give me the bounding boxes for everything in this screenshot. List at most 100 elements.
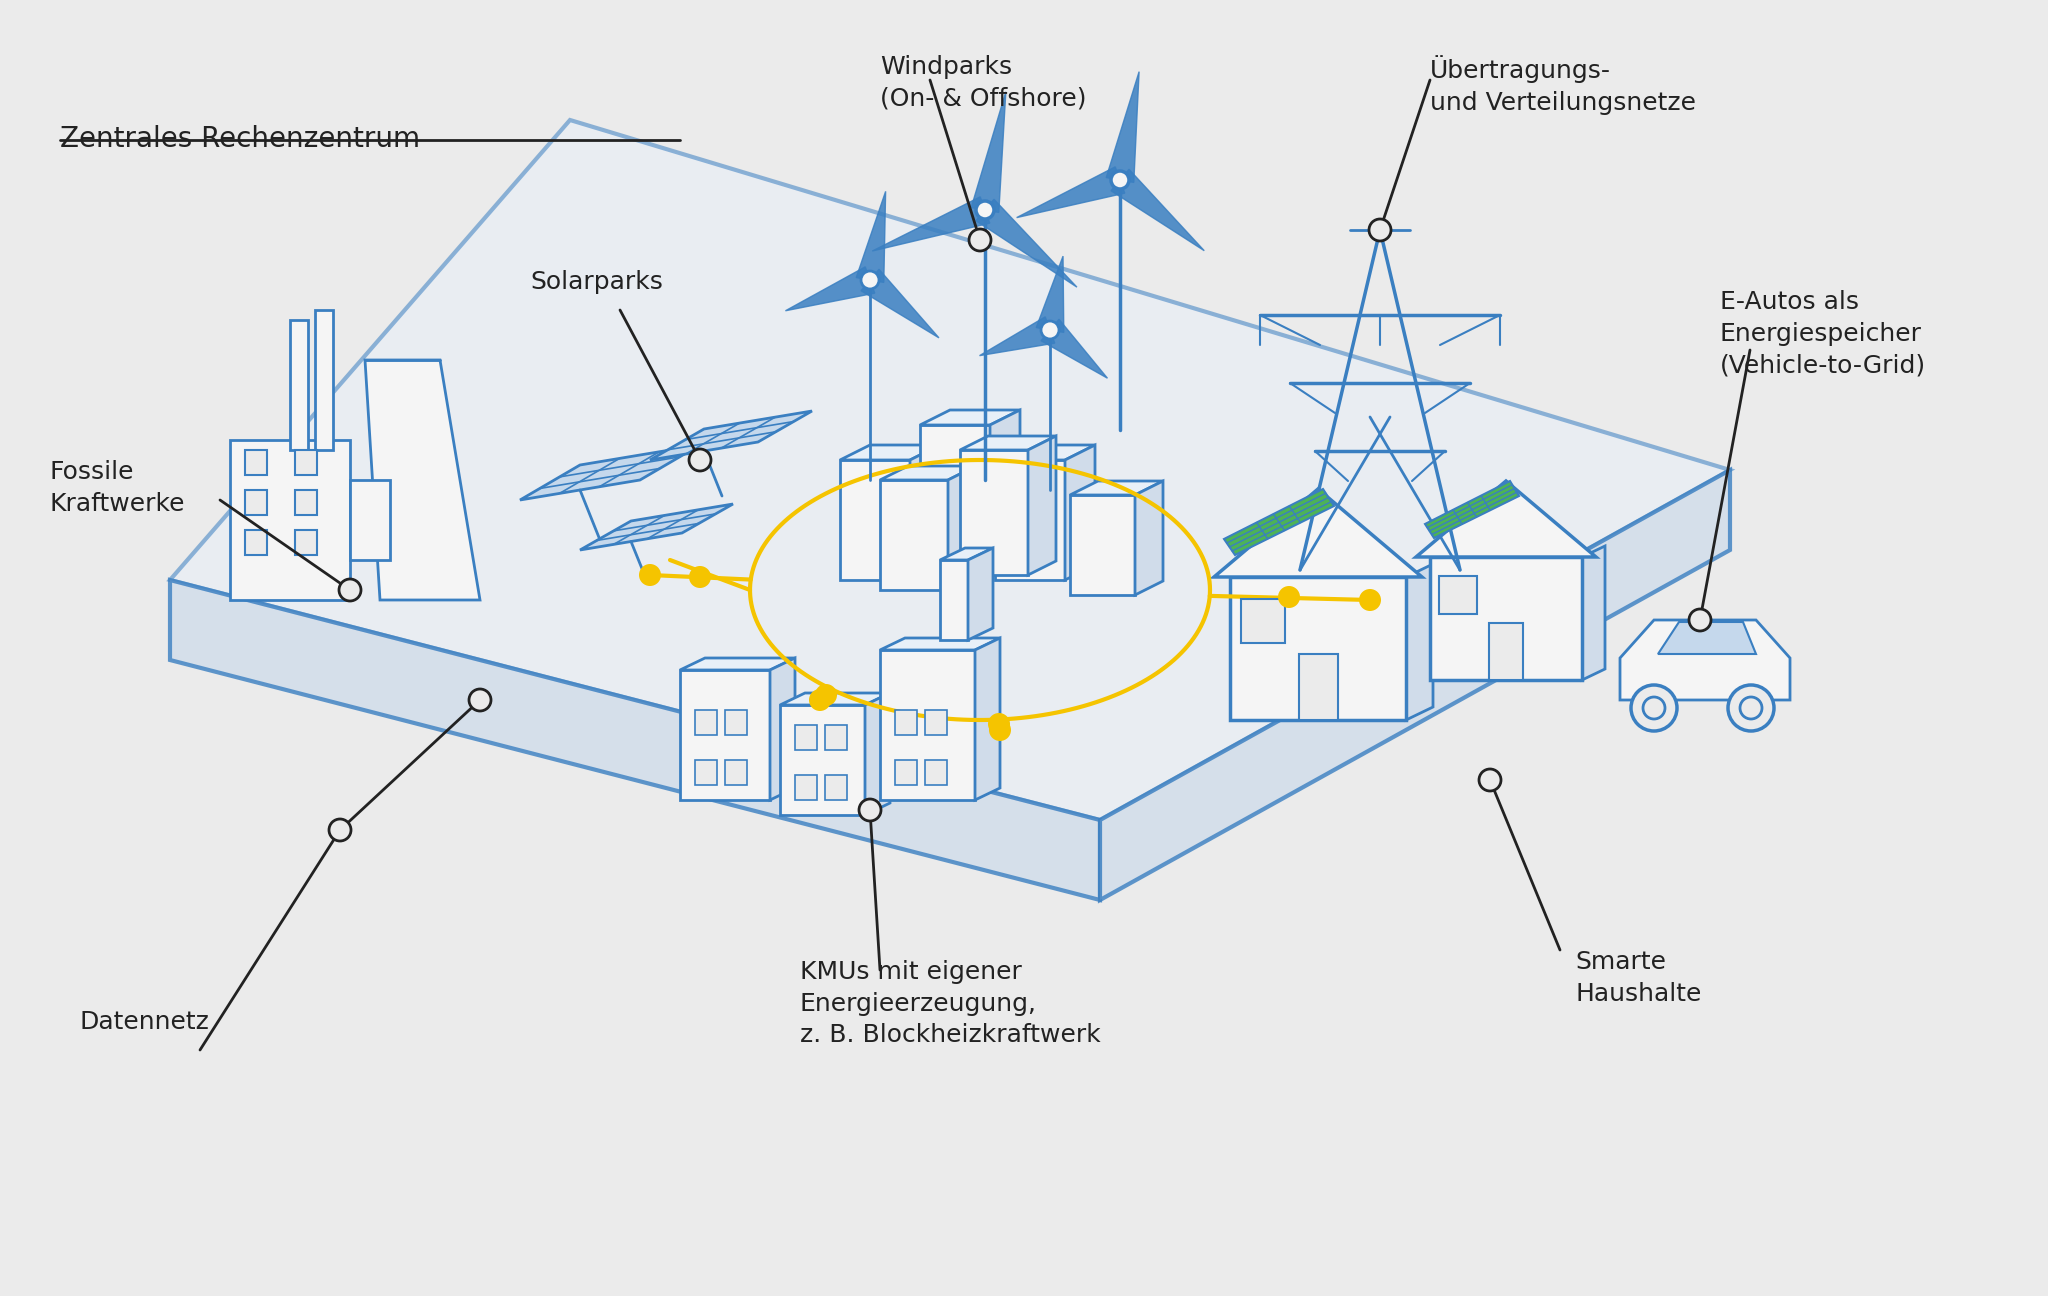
- Polygon shape: [961, 450, 1028, 575]
- Polygon shape: [680, 658, 795, 670]
- FancyBboxPatch shape: [795, 775, 817, 800]
- Circle shape: [340, 579, 360, 601]
- Circle shape: [1040, 321, 1059, 340]
- Polygon shape: [977, 200, 1077, 288]
- Circle shape: [330, 819, 350, 841]
- Circle shape: [809, 689, 831, 712]
- FancyBboxPatch shape: [246, 450, 266, 476]
- Polygon shape: [170, 581, 1100, 899]
- FancyBboxPatch shape: [291, 320, 307, 450]
- Polygon shape: [1028, 435, 1057, 575]
- Circle shape: [1630, 686, 1677, 731]
- FancyBboxPatch shape: [295, 490, 317, 515]
- Text: Smarte
Haushalte: Smarte Haushalte: [1575, 950, 1702, 1006]
- FancyBboxPatch shape: [229, 441, 350, 600]
- Text: E-Autos als
Energiespeicher
(Vehicle-to-Grid): E-Autos als Energiespeicher (Vehicle-to-…: [1720, 290, 1925, 377]
- Text: Windparks
(On- & Offshore): Windparks (On- & Offshore): [881, 54, 1087, 110]
- Polygon shape: [881, 467, 977, 480]
- FancyBboxPatch shape: [895, 759, 918, 785]
- FancyBboxPatch shape: [825, 724, 848, 750]
- Polygon shape: [1106, 71, 1139, 183]
- Polygon shape: [975, 638, 999, 800]
- Polygon shape: [1069, 495, 1135, 595]
- Polygon shape: [1425, 481, 1520, 538]
- FancyBboxPatch shape: [350, 480, 389, 560]
- FancyBboxPatch shape: [694, 759, 717, 785]
- FancyBboxPatch shape: [1430, 557, 1581, 680]
- FancyBboxPatch shape: [895, 710, 918, 735]
- Polygon shape: [948, 467, 977, 590]
- Circle shape: [1741, 697, 1761, 719]
- Polygon shape: [856, 192, 885, 283]
- FancyBboxPatch shape: [246, 490, 266, 515]
- Polygon shape: [1581, 546, 1606, 680]
- Circle shape: [989, 719, 1012, 741]
- Polygon shape: [786, 267, 874, 311]
- Polygon shape: [170, 121, 1731, 820]
- Polygon shape: [1225, 489, 1333, 555]
- Polygon shape: [995, 445, 1096, 460]
- FancyBboxPatch shape: [780, 705, 864, 815]
- FancyBboxPatch shape: [246, 530, 266, 555]
- Polygon shape: [1415, 481, 1595, 557]
- Polygon shape: [1100, 470, 1731, 899]
- Polygon shape: [365, 360, 479, 600]
- Polygon shape: [940, 548, 993, 560]
- Polygon shape: [1040, 319, 1108, 378]
- Circle shape: [1368, 219, 1391, 241]
- Circle shape: [860, 271, 879, 289]
- Circle shape: [977, 201, 993, 219]
- Polygon shape: [1620, 619, 1790, 700]
- FancyBboxPatch shape: [881, 651, 975, 800]
- Polygon shape: [989, 410, 1020, 565]
- Circle shape: [987, 713, 1010, 735]
- FancyBboxPatch shape: [694, 710, 717, 735]
- FancyBboxPatch shape: [1489, 623, 1524, 680]
- Polygon shape: [969, 548, 993, 640]
- Polygon shape: [920, 425, 989, 565]
- FancyBboxPatch shape: [315, 310, 334, 450]
- Polygon shape: [1036, 257, 1063, 333]
- Circle shape: [969, 229, 991, 251]
- Polygon shape: [881, 638, 999, 651]
- Polygon shape: [1407, 564, 1434, 721]
- Polygon shape: [840, 460, 909, 581]
- Polygon shape: [864, 693, 891, 815]
- Circle shape: [858, 800, 881, 820]
- Polygon shape: [1659, 622, 1755, 654]
- Text: Zentrales Rechenzentrum: Zentrales Rechenzentrum: [59, 124, 420, 153]
- Circle shape: [1690, 609, 1710, 631]
- Polygon shape: [780, 693, 891, 705]
- Polygon shape: [881, 480, 948, 590]
- Polygon shape: [995, 460, 1065, 581]
- Polygon shape: [971, 92, 1006, 213]
- Circle shape: [1360, 588, 1380, 610]
- Polygon shape: [920, 410, 1020, 425]
- FancyBboxPatch shape: [680, 670, 770, 800]
- Polygon shape: [1016, 167, 1124, 218]
- Circle shape: [1110, 171, 1128, 189]
- FancyBboxPatch shape: [295, 450, 317, 476]
- Circle shape: [639, 564, 662, 586]
- FancyBboxPatch shape: [1298, 654, 1337, 721]
- Circle shape: [1729, 686, 1774, 731]
- Text: KMUs mit eigener
Energieerzeugung,
z. B. Blockheizkraftwerk: KMUs mit eigener Energieerzeugung, z. B.…: [801, 960, 1100, 1047]
- FancyBboxPatch shape: [926, 759, 946, 785]
- FancyBboxPatch shape: [1241, 599, 1284, 643]
- Polygon shape: [840, 445, 940, 460]
- FancyBboxPatch shape: [725, 759, 748, 785]
- Polygon shape: [909, 445, 940, 581]
- FancyBboxPatch shape: [295, 530, 317, 555]
- Polygon shape: [860, 270, 938, 338]
- FancyBboxPatch shape: [795, 724, 817, 750]
- FancyBboxPatch shape: [926, 710, 946, 735]
- FancyBboxPatch shape: [1440, 575, 1477, 614]
- Polygon shape: [1065, 445, 1096, 581]
- Circle shape: [815, 684, 838, 706]
- Polygon shape: [580, 504, 733, 550]
- Circle shape: [688, 448, 711, 470]
- Polygon shape: [649, 411, 811, 460]
- FancyBboxPatch shape: [940, 560, 969, 640]
- Circle shape: [1278, 586, 1300, 608]
- Polygon shape: [961, 435, 1057, 450]
